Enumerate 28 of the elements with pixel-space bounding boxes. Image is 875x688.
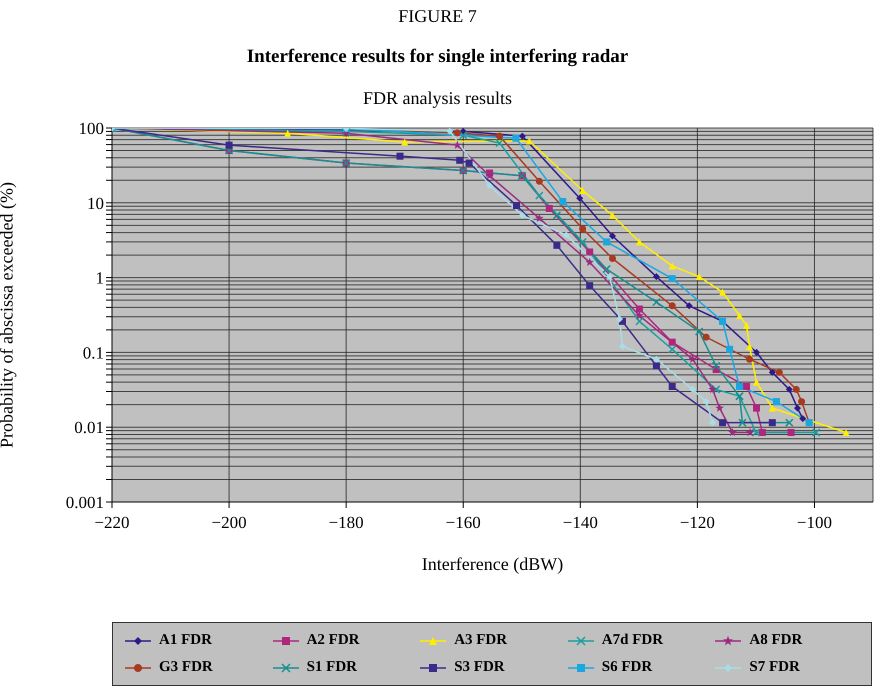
- legend-label: A2 FDR: [306, 632, 360, 649]
- legend-label: S6 FDR: [602, 659, 652, 676]
- chart-subtitle: FDR analysis results: [362, 88, 513, 109]
- x-tick-label: −100: [796, 513, 832, 532]
- y-tick-label: 100: [78, 119, 104, 138]
- legend-label: G3 FDR: [159, 659, 213, 676]
- legend-label: S1 FDR: [306, 659, 358, 676]
- x-tick-label: −200: [212, 513, 247, 532]
- x-axis-title: Interference (dBW): [422, 554, 564, 574]
- x-tick-label: −180: [328, 513, 364, 532]
- y-axis-title: Probability of abscissa exceeded (%): [0, 182, 16, 448]
- chart-title: Interference results for single interfering radar: [246, 46, 630, 68]
- x-tick-label: −140: [562, 513, 598, 532]
- x-tick-label: −120: [680, 513, 715, 532]
- y-tick-label: 0.01: [74, 418, 104, 438]
- x-tick-label: −220: [94, 513, 130, 532]
- legend-label: A3 FDR: [454, 632, 508, 649]
- caption: FIGURE 7: [397, 6, 478, 27]
- legend-label: S7 FDR: [749, 659, 800, 676]
- y-tick-label: 0.1: [82, 343, 104, 362]
- x-tick-label: −160: [446, 513, 481, 532]
- y-tick-label: 0.001: [66, 493, 104, 512]
- legend-label: A1 FDR: [159, 632, 212, 649]
- legend-label: A7d FDR: [602, 632, 664, 649]
- legend-label: S3 FDR: [454, 659, 505, 676]
- legend-label: A8 FDR: [749, 632, 802, 649]
- y-tick-label: 1: [96, 268, 104, 288]
- y-tick-label: 10: [87, 194, 104, 213]
